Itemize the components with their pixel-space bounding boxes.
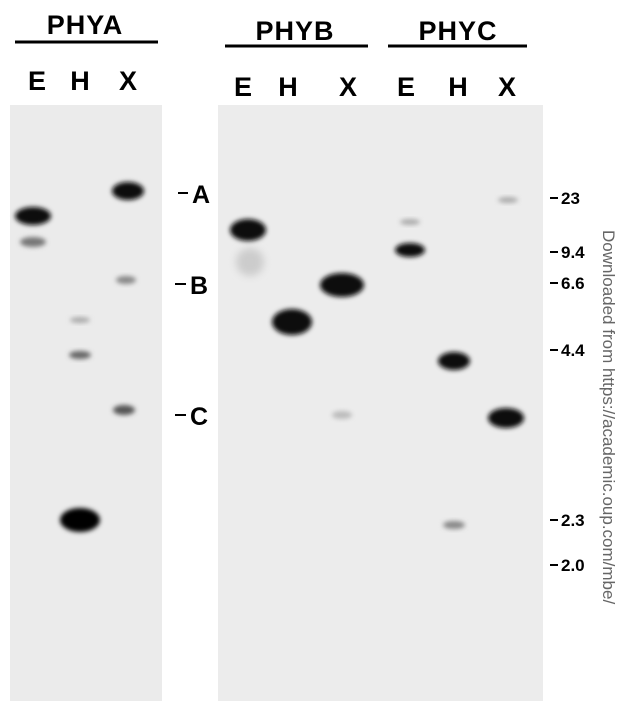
size-marker: 23 (561, 189, 580, 208)
gel-panel (218, 105, 543, 701)
watermark: Downloaded from https://academic.oup.com… (599, 230, 618, 604)
gel-panel (10, 105, 162, 701)
group-title: PHYC (418, 16, 497, 46)
size-marker: 6.6 (561, 274, 585, 293)
lane-label: H (278, 72, 298, 102)
lane-label: E (28, 66, 46, 96)
band-marker: B (190, 272, 208, 300)
size-marker: 2.0 (561, 556, 585, 575)
bands (15, 182, 524, 532)
band-marker: C (190, 403, 208, 431)
lane-label: X (119, 66, 137, 96)
lane-label: H (70, 66, 90, 96)
lane-label: H (448, 72, 468, 102)
size-marker: 4.4 (561, 341, 585, 360)
group-title: PHYA (47, 10, 124, 40)
size-marker: 2.3 (561, 511, 585, 530)
lane-label: E (397, 72, 415, 102)
size-marker: 9.4 (561, 243, 585, 262)
lane-label: E (234, 72, 252, 102)
group-title: PHYB (255, 16, 334, 46)
lane-label: X (339, 72, 357, 102)
lane-label: X (498, 72, 516, 102)
band-marker: A (192, 181, 210, 209)
